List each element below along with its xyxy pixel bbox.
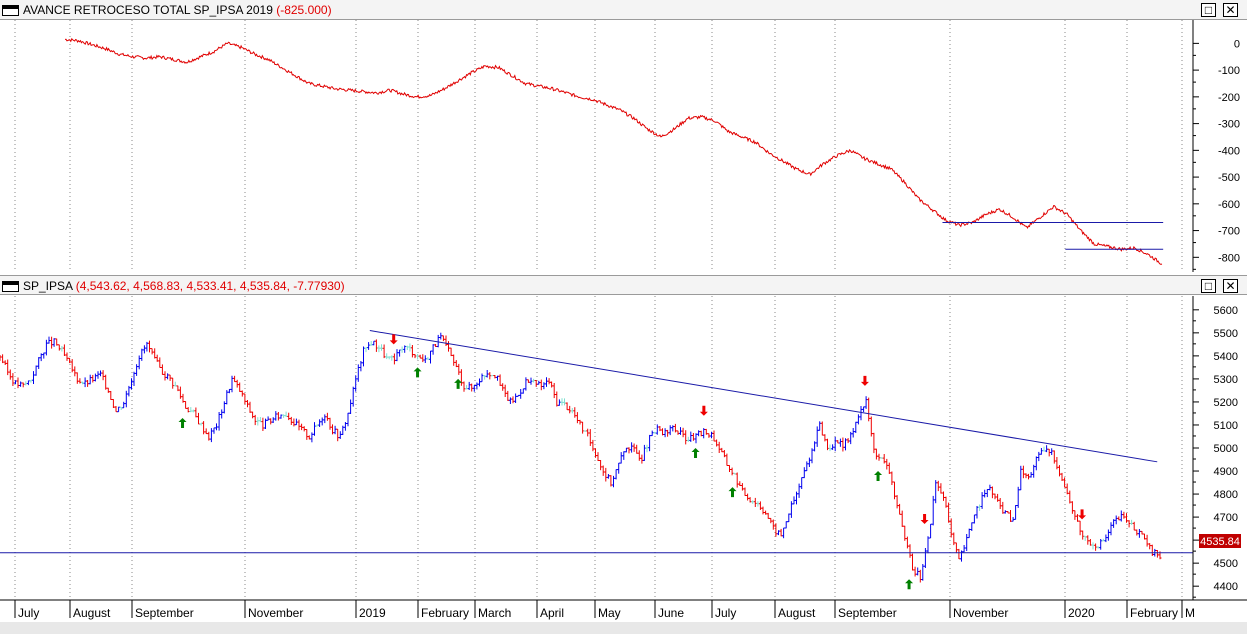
breadth-y-tick-label: 0 <box>1234 38 1240 50</box>
breadth-y-tick-label: -800 <box>1218 252 1240 264</box>
x-axis: July August September November 2019 February M… <box>14 600 1195 620</box>
price-chart-bars <box>0 332 1162 583</box>
x-axis-label: M <box>1185 606 1195 620</box>
top-pane-maximize-button[interactable]: □ <box>1201 3 1216 17</box>
x-axis-label: July <box>18 606 39 620</box>
x-axis-label: 2020 <box>1068 606 1095 620</box>
x-axis-label: September <box>838 606 897 620</box>
horizontal-scrollbar[interactable] <box>0 622 1247 634</box>
bottom-pane-maximize-button[interactable]: □ <box>1201 279 1216 293</box>
bottom-pane-title: SP_IPSA (4,543.62, 4,568.83, 4,533.41, 4… <box>23 279 345 293</box>
price-y-tick-label: 5600 <box>1214 305 1238 317</box>
breadth-chart-background <box>0 20 1193 272</box>
breadth-y-axis: 0 -100 -200 -300 -400 -500 -600 -700 -800 <box>1193 38 1240 270</box>
breadth-chart-series <box>64 37 1163 265</box>
x-axis-label: May <box>598 606 621 620</box>
breadth-chart-annotations <box>942 222 1164 250</box>
x-axis-label: July <box>715 606 736 620</box>
x-axis-label: 2019 <box>359 606 386 620</box>
buy-arrow-icon <box>905 579 914 590</box>
price-y-tick-label: 5000 <box>1214 443 1238 455</box>
breadth-y-tick-label: -400 <box>1218 145 1240 157</box>
x-axis-label: November <box>248 606 303 620</box>
price-trendline <box>369 330 1158 463</box>
bottom-pane-title-value: (4,543.62, 4,568.83, 4,533.41, 4,535.84,… <box>75 279 345 293</box>
price-y-tick-label: 4400 <box>1214 581 1238 593</box>
breadth-y-tick-label: -500 <box>1218 172 1240 184</box>
price-chart-background <box>0 296 1193 600</box>
bottom-pane-title-text: SP_IPSA <box>23 279 73 293</box>
x-axis-label: March <box>478 606 511 620</box>
price-y-tick-label: 4800 <box>1214 489 1238 501</box>
bottom-pane-close-button[interactable]: ✕ <box>1223 279 1238 293</box>
last-price-badge <box>1199 534 1241 548</box>
buy-arrow-icon <box>691 448 700 458</box>
window-icon <box>2 5 19 16</box>
top-pane-title-text: AVANCE RETROCESO TOTAL SP_IPSA 2019 <box>23 3 273 17</box>
breadth-chart: 0 -100 -200 -300 -400 -500 -600 -700 -800 <box>0 20 1240 272</box>
buy-arrow-icon <box>728 487 737 498</box>
top-pane-title: AVANCE RETROCESO TOTAL SP_IPSA 2019 (-82… <box>23 3 332 17</box>
x-axis-label: February <box>421 606 469 620</box>
last-price-label: 4535.84 <box>1200 536 1240 548</box>
price-y-tick-label: 5200 <box>1214 397 1238 409</box>
breadth-y-tick-label: -700 <box>1218 226 1240 238</box>
window-icon <box>2 281 19 292</box>
price-y-tick-label: 4500 <box>1214 558 1238 570</box>
price-y-tick-label: 5400 <box>1214 351 1238 363</box>
bottom-pane-titlebar: SP_IPSA (4,543.62, 4,568.83, 4,533.41, 4… <box>0 275 1247 295</box>
sell-arrow-icon <box>860 375 869 386</box>
price-y-tick-label: 4900 <box>1214 466 1238 478</box>
x-axis-label: November <box>953 606 1008 620</box>
breadth-series-line <box>64 37 1163 265</box>
buy-arrow-icon <box>874 471 883 482</box>
sell-arrow-icon <box>699 405 708 416</box>
price-y-tick-label: 5500 <box>1214 328 1238 340</box>
price-chart-annotations <box>0 330 1193 590</box>
buy-arrow-icon <box>178 418 187 429</box>
x-axis-label: August <box>73 606 111 620</box>
sell-arrow-icon <box>1078 509 1087 520</box>
top-pane-title-value: (-825.000) <box>276 3 332 17</box>
x-axis-label: June <box>658 606 684 620</box>
buy-arrow-icon <box>413 367 422 378</box>
price-y-tick-label: 4700 <box>1214 512 1238 524</box>
breadth-y-tick-label: -600 <box>1218 199 1240 211</box>
price-y-axis: 4400450046004700480049005000510052005300… <box>1193 305 1238 598</box>
breadth-y-tick-label: -100 <box>1218 65 1240 77</box>
x-axis-label: September <box>135 606 194 620</box>
sell-arrow-icon <box>389 334 398 345</box>
x-axis-label: February <box>1130 606 1178 620</box>
sell-arrow-icon <box>920 514 929 524</box>
top-pane-close-button[interactable]: ✕ <box>1223 3 1238 17</box>
x-axis-label: April <box>540 606 564 620</box>
breadth-y-tick-label: -200 <box>1218 92 1240 104</box>
breadth-y-tick-label: -300 <box>1218 119 1240 131</box>
price-y-tick-label: 5100 <box>1214 420 1238 432</box>
buy-arrow-icon <box>454 378 463 389</box>
price-y-tick-label: 5300 <box>1214 374 1238 386</box>
top-pane-titlebar: AVANCE RETROCESO TOTAL SP_IPSA 2019 (-82… <box>0 0 1247 20</box>
x-axis-label: August <box>778 606 816 620</box>
price-chart: 4400450046004700480049005000510052005300… <box>0 296 1247 634</box>
